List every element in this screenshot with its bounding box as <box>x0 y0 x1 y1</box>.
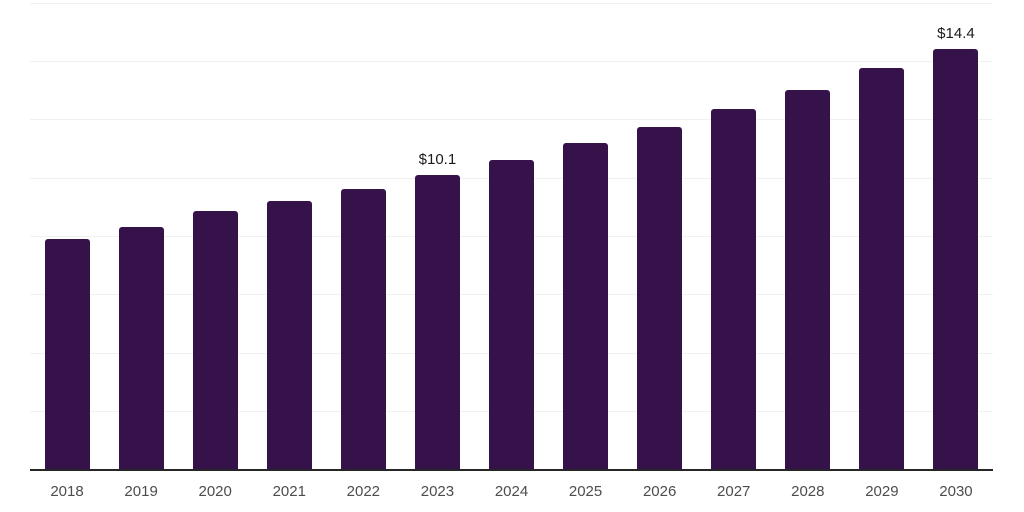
x-tick-label-2024: 2024 <box>494 483 529 500</box>
x-tick-label-2029: 2029 <box>865 483 899 500</box>
gridline-y-14 <box>30 61 993 63</box>
bar-2022 <box>340 189 386 470</box>
bar-2019 <box>118 227 164 470</box>
x-tick-label-2028: 2028 <box>791 483 825 500</box>
bar-2025 <box>563 142 609 470</box>
bar-2029 <box>859 68 905 470</box>
bar-2023 <box>414 174 460 470</box>
bar-2018 <box>44 238 90 470</box>
x-tick-label-2022: 2022 <box>346 483 381 500</box>
bar-2027 <box>711 109 757 470</box>
x-tick-label-2025: 2025 <box>568 483 603 500</box>
bar-2030 <box>933 49 979 470</box>
x-tick-label-2026: 2026 <box>642 483 677 500</box>
bar-2020 <box>192 211 238 470</box>
x-tick-label-2021: 2021 <box>272 483 306 500</box>
gridline-y-16 <box>30 2 993 4</box>
gridline-y-12 <box>30 119 993 121</box>
x-tick-label-2018: 2018 <box>50 483 84 500</box>
x-tick-label-2027: 2027 <box>717 483 751 500</box>
data-label-2030: $14.4 <box>937 25 975 43</box>
x-axis-line <box>30 468 993 471</box>
x-tick-label-2020: 2020 <box>198 483 232 500</box>
x-tick-label-2019: 2019 <box>124 483 158 500</box>
bar-2021 <box>266 201 312 470</box>
x-tick-label-2023: 2023 <box>420 483 455 500</box>
x-tick-label-2030: 2030 <box>939 483 973 500</box>
bar-2026 <box>637 126 683 470</box>
bar-2024 <box>489 160 534 470</box>
data-label-2023: $10.1 <box>418 150 457 168</box>
bar-2028 <box>785 90 831 470</box>
